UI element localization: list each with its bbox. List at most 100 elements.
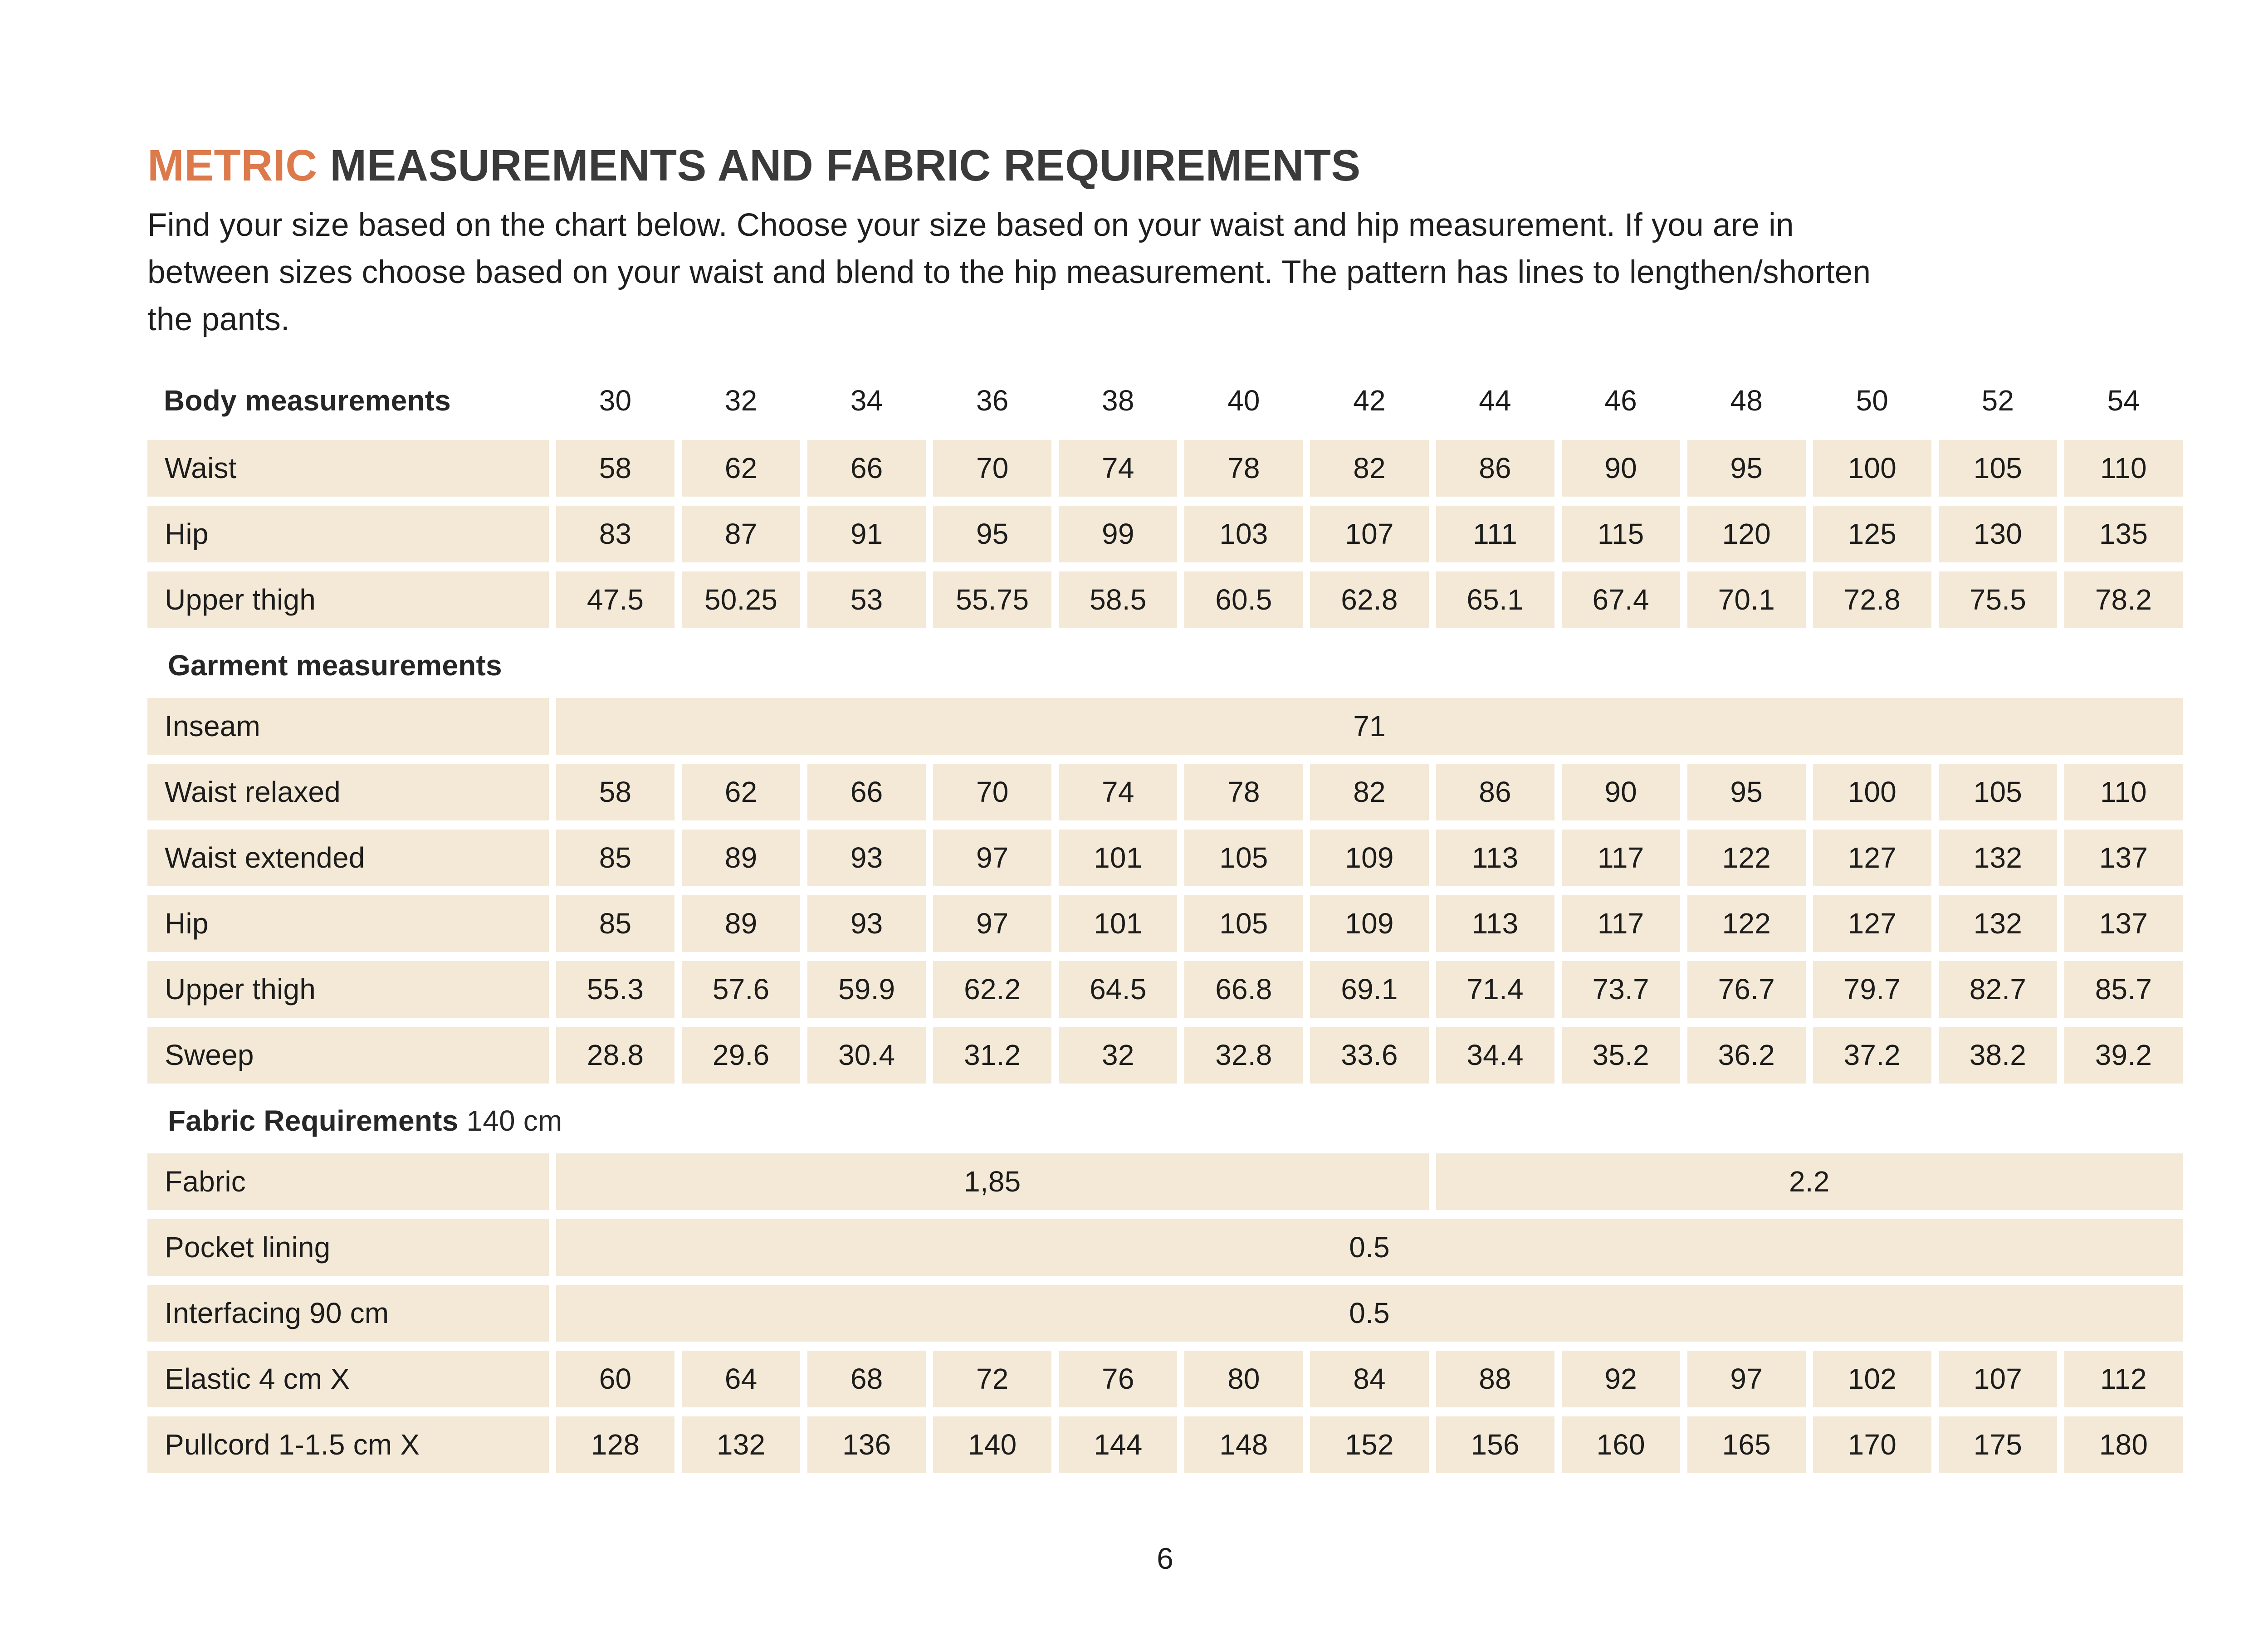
- row-label: Inseam: [147, 698, 549, 755]
- value-cell: 62.8: [1310, 571, 1429, 628]
- value-cell: 122: [1687, 829, 1806, 886]
- table-row: Elastic 4 cm X 60 64 68 72 76 80 84 88 92 97 102 107…: [147, 1350, 2183, 1407]
- value-cell: 50.25: [682, 571, 801, 628]
- value-cell: 72.8: [1813, 571, 1931, 628]
- table-row: Interfacing 90 cm 0.5: [147, 1284, 2183, 1342]
- column-header-label: Body measurements: [164, 384, 451, 417]
- intro-paragraph: Find your size based on the chart below.…: [147, 207, 1871, 337]
- value-cell: 132: [1938, 895, 2057, 952]
- table-row: Pullcord 1-1.5 cm X 128 132 136 140 144 148 152…: [147, 1416, 2183, 1473]
- value-cell: 83: [556, 505, 675, 562]
- value-cell: 90: [1561, 763, 1680, 820]
- value-cell: 65.1: [1436, 571, 1554, 628]
- value-cell: 85: [556, 895, 675, 952]
- table-header-row: Body measurements 30 32 34 36 38 40 42 44 46 48 50 5…: [147, 382, 2183, 419]
- table-row: Pocket lining 0.5: [147, 1219, 2183, 1276]
- value-cell: 39.2: [2064, 1026, 2183, 1084]
- value-cell: 95: [933, 505, 1052, 562]
- column-header: 52: [1981, 384, 2014, 417]
- value-cell: 30.4: [807, 1026, 926, 1084]
- value-cell: 66.8: [1184, 961, 1303, 1018]
- column-header: 36: [976, 384, 1009, 417]
- value-cell: 88: [1436, 1350, 1554, 1407]
- value-cell: 70.1: [1687, 571, 1806, 628]
- value-cell: 112: [2064, 1350, 2183, 1407]
- value-cell: 109: [1310, 895, 1429, 952]
- value-cell: 130: [1938, 505, 2057, 562]
- value-cell: 99: [1059, 505, 1178, 562]
- table-row: Upper thigh 47.5 50.25 53 55.75 58.5 60.5 62.8 6…: [147, 571, 2183, 628]
- value-cell: 70: [933, 763, 1052, 820]
- value-cell: 75.5: [1938, 571, 2057, 628]
- value-cell: 85: [556, 829, 675, 886]
- value-cell: 80: [1184, 1350, 1303, 1407]
- value-cell: 105: [1938, 763, 2057, 820]
- value-cell: 135: [2064, 505, 2183, 562]
- row-label: Pocket lining: [147, 1219, 549, 1276]
- value-cell: 57.6: [682, 961, 801, 1018]
- page-title-accent: METRIC: [147, 141, 318, 190]
- span-value-cell: 0.5: [556, 1284, 2183, 1342]
- row-label: Hip: [147, 895, 549, 952]
- value-cell: 105: [1184, 895, 1303, 952]
- value-cell: 60: [556, 1350, 675, 1407]
- row-label: Fabric: [147, 1153, 549, 1210]
- value-cell: 37.2: [1813, 1026, 1931, 1084]
- value-cell: 107: [1938, 1350, 2057, 1407]
- value-cell: 84: [1310, 1350, 1429, 1407]
- value-cell: 38.2: [1938, 1026, 2057, 1084]
- value-cell: 148: [1184, 1416, 1303, 1473]
- value-cell: 69.1: [1310, 961, 1429, 1018]
- section-header-label: Garment measurements: [168, 649, 502, 682]
- value-cell: 101: [1059, 895, 1178, 952]
- value-cell: 175: [1938, 1416, 2057, 1473]
- value-cell: 152: [1310, 1416, 1429, 1473]
- table-row: Hip 83 87 91 95 99 103 107 111 115 120 125 130 135: [147, 505, 2183, 562]
- value-cell: 82.7: [1938, 961, 2057, 1018]
- value-cell: 95: [1687, 439, 1806, 497]
- value-cell: 180: [2064, 1416, 2183, 1473]
- value-cell: 91: [807, 505, 926, 562]
- page-title: METRIC MEASUREMENTS AND FABRIC REQUIREME…: [147, 0, 2183, 190]
- value-cell: 110: [2064, 439, 2183, 497]
- value-cell: 132: [682, 1416, 801, 1473]
- value-cell: 111: [1436, 505, 1554, 562]
- column-header: 54: [2107, 384, 2140, 417]
- value-cell: 89: [682, 829, 801, 886]
- value-cell: 87: [682, 505, 801, 562]
- span-value-cell: 0.5: [556, 1219, 2183, 1276]
- value-cell: 55.3: [556, 961, 675, 1018]
- value-cell: 35.2: [1561, 1026, 1680, 1084]
- value-cell: 107: [1310, 505, 1429, 562]
- page-title-rest: MEASUREMENTS AND FABRIC REQUIREMENTS: [330, 141, 1361, 190]
- value-cell: 95: [1687, 763, 1806, 820]
- value-cell: 60.5: [1184, 571, 1303, 628]
- row-label: Elastic 4 cm X: [147, 1350, 549, 1407]
- column-header: 44: [1479, 384, 1511, 417]
- value-cell: 117: [1561, 829, 1680, 886]
- value-cell: 66: [807, 439, 926, 497]
- value-cell: 62: [682, 763, 801, 820]
- value-cell: 29.6: [682, 1026, 801, 1084]
- table-row: Fabric 1,85 2.2: [147, 1153, 2183, 1210]
- value-cell: 105: [1938, 439, 2057, 497]
- row-label: Upper thigh: [147, 961, 549, 1018]
- value-cell: 58.5: [1059, 571, 1178, 628]
- value-cell: 64: [682, 1350, 801, 1407]
- value-cell: 74: [1059, 763, 1178, 820]
- table-row: Waist extended 85 89 93 97 101 105 109 113 117 122…: [147, 829, 2183, 886]
- value-cell: 90: [1561, 439, 1680, 497]
- value-cell: 32: [1059, 1026, 1178, 1084]
- value-cell: 113: [1436, 895, 1554, 952]
- value-cell: 102: [1813, 1350, 1931, 1407]
- section-header-label: Fabric Requirements: [168, 1104, 459, 1137]
- row-label: Waist extended: [147, 829, 549, 886]
- row-label: Waist relaxed: [147, 763, 549, 820]
- value-cell: 73.7: [1561, 961, 1680, 1018]
- row-label: Upper thigh: [147, 571, 549, 628]
- column-header: 30: [599, 384, 632, 417]
- table-row: Hip 85 89 93 97 101 105 109 113 117 122 127 132 137: [147, 895, 2183, 952]
- value-cell: 93: [807, 895, 926, 952]
- value-cell: 89: [682, 895, 801, 952]
